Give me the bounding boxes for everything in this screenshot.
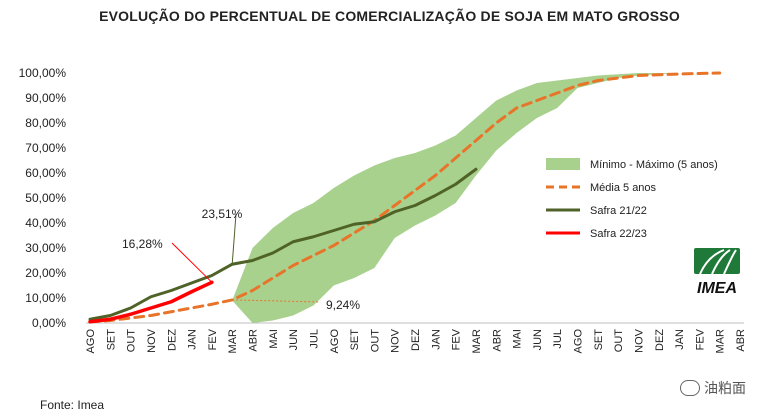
logo-text: IMEA (697, 280, 737, 297)
x-tick-label: AGO (329, 329, 341, 354)
x-tick-label: ABR (248, 329, 260, 352)
logo-mark (694, 248, 740, 274)
x-tick-label: FEV (694, 328, 706, 350)
annotation-leader (232, 299, 321, 303)
x-tick-label: DEZ (654, 329, 666, 351)
x-tick-label: OUT (369, 329, 381, 353)
x-tick-label: NOV (390, 328, 402, 353)
chat-bubble-icon (680, 380, 700, 396)
logo-stripe (723, 249, 737, 275)
y-tick-label: 10,00% (25, 291, 66, 305)
x-tick-label: NOV (146, 328, 158, 353)
y-tick-label: 30,00% (25, 241, 66, 255)
watermark-text: 油粕面 (704, 380, 746, 396)
x-tick-label: JUL (308, 329, 320, 349)
chart-title: EVOLUÇÃO DO PERCENTUAL DE COMERCIALIZAÇÃ… (99, 8, 680, 24)
x-tick-label: JAN (674, 329, 686, 350)
legend-swatch (546, 158, 580, 170)
x-tick-label: MAR (227, 329, 239, 354)
x-tick-label: SET (349, 329, 361, 351)
x-tick-label: DEZ (410, 329, 422, 351)
x-tick-label: OUT (613, 329, 625, 353)
source-note: Fonte: Imea (40, 398, 105, 412)
x-tick-label: AGO (573, 329, 585, 354)
series-line-safra-21-22 (88, 167, 478, 321)
y-tick-label: 50,00% (25, 191, 66, 205)
x-tick-label: SET (593, 329, 605, 351)
logo-stripe (699, 249, 725, 275)
y-tick-label: 80,00% (25, 116, 66, 130)
x-tick-label: NOV (633, 328, 645, 353)
y-tick-label: 0,00% (32, 316, 66, 330)
annotation-leader (171, 242, 213, 283)
x-tick-label: DEZ (166, 329, 178, 351)
x-tick-label: JUL (552, 329, 564, 349)
y-tick-label: 40,00% (25, 216, 66, 230)
annotation-leader (231, 213, 237, 265)
y-tick-label: 20,00% (25, 266, 66, 280)
x-tick-label: FEV (451, 328, 463, 350)
x-tick-label: FEV (207, 328, 219, 350)
annotation-label: 23,51% (202, 207, 243, 221)
y-tick-label: 100,00% (19, 66, 67, 80)
y-tick-label: 90,00% (25, 91, 66, 105)
legend-label: Mínimo - Máximo (5 anos) (590, 159, 718, 171)
x-tick-label: ABR (491, 329, 503, 352)
x-tick-label: ABR (735, 329, 747, 352)
series-line-m-dia-5-anos (88, 71, 722, 324)
legend-label: Safra 22/23 (590, 228, 647, 240)
x-tick-label: JUN (288, 329, 300, 350)
x-tick-label: AGO (85, 329, 97, 354)
watermark: 油粕面 (680, 378, 746, 398)
x-tick-label: JAN (430, 329, 442, 350)
y-tick-label: 70,00% (25, 141, 66, 155)
x-tick-label: OUT (126, 329, 138, 353)
legend-label: Safra 21/22 (590, 205, 647, 217)
logo-stripe (711, 249, 731, 275)
annotation-label: 16,28% (122, 237, 163, 251)
annotation-label: 9,24% (326, 298, 360, 312)
series-line-safra-22-23 (88, 280, 214, 324)
x-tick-label: MAI (268, 329, 280, 349)
x-tick-label: JUN (532, 329, 544, 350)
x-tick-label: MAI (512, 329, 524, 349)
band-min-max (232, 73, 740, 323)
x-tick-label: MAR (715, 329, 727, 354)
x-tick-label: JAN (187, 329, 199, 350)
legend-label: Média 5 anos (590, 182, 657, 194)
x-tick-label: MAR (471, 329, 483, 354)
y-tick-label: 60,00% (25, 166, 66, 180)
x-tick-label: SET (105, 329, 117, 351)
